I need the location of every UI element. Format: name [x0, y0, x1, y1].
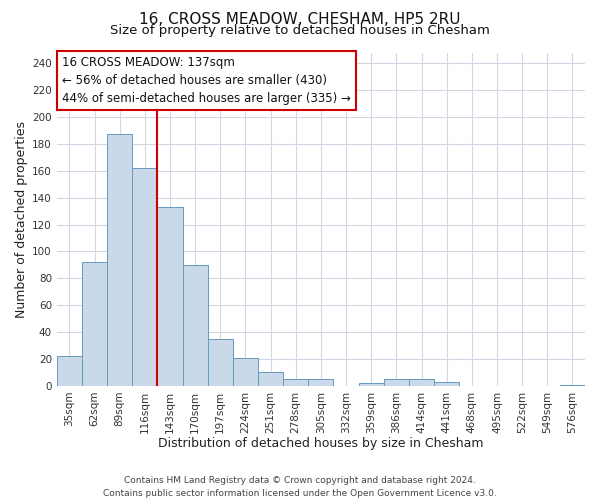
Bar — [208, 339, 233, 386]
Text: 16 CROSS MEADOW: 137sqm
← 56% of detached houses are smaller (430)
44% of semi-d: 16 CROSS MEADOW: 137sqm ← 56% of detache… — [62, 56, 351, 105]
Bar — [434, 382, 459, 386]
Bar — [132, 168, 157, 386]
Bar — [258, 372, 283, 386]
Y-axis label: Number of detached properties: Number of detached properties — [15, 120, 28, 318]
Bar — [182, 265, 208, 386]
Bar — [384, 379, 409, 386]
Bar — [409, 379, 434, 386]
Bar — [560, 384, 585, 386]
Text: Contains HM Land Registry data © Crown copyright and database right 2024.
Contai: Contains HM Land Registry data © Crown c… — [103, 476, 497, 498]
Text: Size of property relative to detached houses in Chesham: Size of property relative to detached ho… — [110, 24, 490, 37]
Text: 16, CROSS MEADOW, CHESHAM, HP5 2RU: 16, CROSS MEADOW, CHESHAM, HP5 2RU — [139, 12, 461, 28]
Bar — [308, 379, 334, 386]
Bar — [283, 379, 308, 386]
Bar — [157, 207, 182, 386]
Bar — [57, 356, 82, 386]
Bar — [359, 383, 384, 386]
Bar — [233, 358, 258, 386]
X-axis label: Distribution of detached houses by size in Chesham: Distribution of detached houses by size … — [158, 437, 484, 450]
Bar — [82, 262, 107, 386]
Bar — [107, 134, 132, 386]
